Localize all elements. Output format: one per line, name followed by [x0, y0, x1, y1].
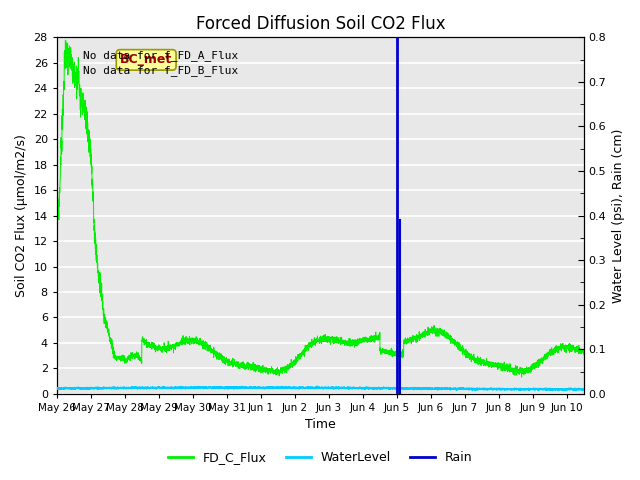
- Title: Forced Diffusion Soil CO2 Flux: Forced Diffusion Soil CO2 Flux: [196, 15, 445, 33]
- Y-axis label: Water Level (psi), Rain (cm): Water Level (psi), Rain (cm): [612, 128, 625, 303]
- Legend: FD_C_Flux, WaterLevel, Rain: FD_C_Flux, WaterLevel, Rain: [163, 446, 477, 469]
- Y-axis label: Soil CO2 Flux (μmol/m2/s): Soil CO2 Flux (μmol/m2/s): [15, 134, 28, 297]
- Text: No data for f_FD_B_Flux: No data for f_FD_B_Flux: [83, 65, 239, 76]
- Text: BC_met: BC_met: [120, 53, 172, 66]
- X-axis label: Time: Time: [305, 419, 336, 432]
- Text: No data for f_FD_A_Flux: No data for f_FD_A_Flux: [83, 50, 239, 61]
